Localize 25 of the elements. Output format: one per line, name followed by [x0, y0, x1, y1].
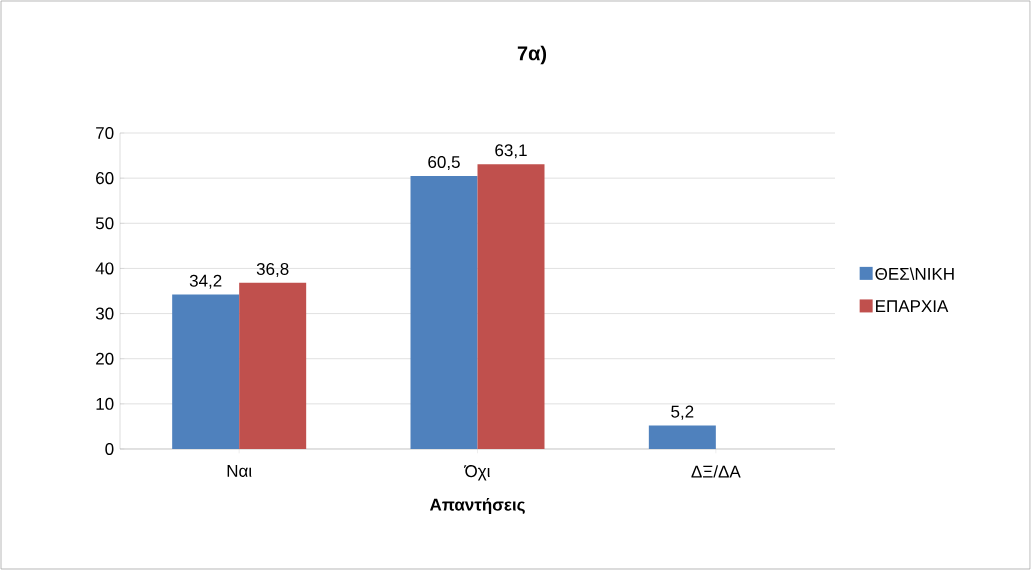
y-tick-label: 60	[96, 172, 114, 185]
y-tick-label: 40	[95, 262, 114, 275]
y-tick-label: 50	[95, 217, 114, 230]
x-tick-label: ΔΞ/ΔΑ	[691, 465, 741, 478]
y-tick-label: 10	[96, 397, 114, 410]
data-label: 63,1	[495, 144, 527, 159]
y-tick-label: 0	[105, 442, 114, 456]
data-label: 34,2	[189, 274, 222, 289]
x-tick-label: Όχι	[464, 465, 490, 481]
y-tick-label: 30	[95, 307, 114, 320]
x-tick-label: Ναι	[227, 465, 252, 477]
bar	[239, 282, 307, 449]
y-tick-label: 20	[96, 352, 114, 365]
bar	[410, 175, 478, 449]
y-tick-label: 70	[96, 126, 114, 140]
legend-label: ΕΠΑΡΧΙΑ	[876, 300, 949, 312]
legend-label: ΘΕΣ\ΝΙΚΗ	[875, 267, 954, 280]
data-label: 60,5	[428, 155, 460, 171]
data-label: 36,8	[256, 262, 289, 278]
bar	[648, 425, 716, 449]
chart-title: 7α)	[517, 45, 547, 65]
bar	[477, 164, 545, 449]
bar	[172, 294, 240, 449]
x-axis-title: Απαντήσεις	[429, 498, 525, 515]
data-label: 5,2	[671, 405, 694, 420]
